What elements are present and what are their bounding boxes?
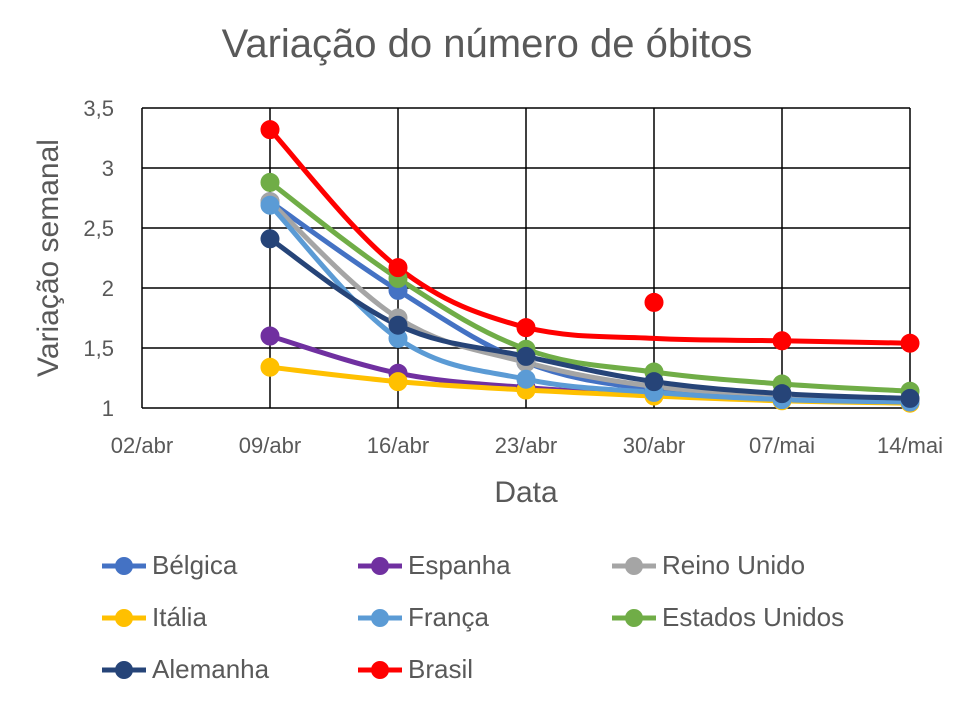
legend-item: Brasil <box>356 654 473 685</box>
data-point <box>900 333 920 353</box>
legend-item: Estados Unidos <box>610 602 844 633</box>
x-axis-label: Data <box>494 476 558 509</box>
data-point <box>260 357 280 377</box>
legend-label: Itália <box>152 602 207 632</box>
series-line <box>267 236 913 401</box>
legend-marker <box>371 556 389 575</box>
chart-title: Variação do número de óbitos <box>221 22 753 66</box>
data-point <box>516 346 536 366</box>
data-point <box>644 372 664 392</box>
data-point <box>260 172 280 192</box>
legend-swatch <box>102 608 146 627</box>
legend-marker <box>115 556 133 575</box>
y-tick-label: 3,5 <box>83 96 114 121</box>
data-point <box>260 229 280 249</box>
legend-label: Estados Unidos <box>662 602 845 632</box>
data-point <box>388 258 408 278</box>
legend-marker <box>625 556 643 575</box>
legend-label: Espanha <box>408 550 511 580</box>
legend-item: França <box>356 602 489 633</box>
y-tick-label: 2 <box>102 276 114 301</box>
series-points <box>260 120 920 413</box>
legend-swatch <box>612 556 656 575</box>
legend-swatch <box>358 556 402 575</box>
legend-label: Brasil <box>408 654 474 684</box>
legend-item: Bélgica <box>100 550 237 581</box>
data-point <box>260 120 280 140</box>
legend-marker <box>115 660 133 679</box>
legend-marker <box>115 608 133 627</box>
data-point <box>260 195 280 215</box>
legend-label: França <box>408 602 489 632</box>
y-axis-label: Variação semanal <box>32 139 65 377</box>
x-tick-label: 14/mai <box>877 433 943 458</box>
y-tick-label: 3 <box>102 156 114 181</box>
legend-label: Alemanha <box>152 654 270 684</box>
legend-swatch <box>358 660 402 679</box>
x-tick-label: 30/abr <box>623 433 685 458</box>
data-point <box>516 369 536 389</box>
series-line <box>267 179 913 394</box>
x-tick-label: 09/abr <box>239 433 301 458</box>
y-tick-label: 1 <box>102 396 114 421</box>
legend-label: Bélgica <box>152 550 238 580</box>
legend-swatch <box>358 608 402 627</box>
data-point <box>772 331 792 351</box>
x-tick-label: 16/abr <box>367 433 429 458</box>
y-tick-label: 2,5 <box>83 216 114 241</box>
data-point <box>900 388 920 408</box>
legend-marker <box>625 608 643 627</box>
x-tick-labels: 02/abr 09/abr 16/abr 23/abr 30/abr 07/mai 14/m… <box>111 433 943 458</box>
legend-marker <box>371 608 389 627</box>
legend-label: Reino Unido <box>662 550 806 580</box>
legend-swatch <box>102 556 146 575</box>
y-tick-label: 1,5 <box>83 336 114 361</box>
x-tick-label: 02/abr <box>111 433 173 458</box>
data-point <box>516 318 536 338</box>
legend-swatch <box>102 660 146 679</box>
x-tick-label: 07/mai <box>749 433 815 458</box>
y-tick-labels: 1 1,5 2 2,5 3 3,5 <box>83 96 114 421</box>
data-point <box>260 326 280 346</box>
line-chart: 1 1,5 2 2,5 3 3,5 02/abr 09/abr 16/abr 23/abr 30/… <box>32 96 943 509</box>
data-point <box>388 315 408 335</box>
series-line <box>267 127 913 346</box>
series-line <box>267 202 913 405</box>
legend-item: Itália <box>100 602 207 633</box>
legend-item: Alemanha <box>100 654 269 685</box>
x-tick-label: 23/abr <box>495 433 557 458</box>
legend-swatch <box>612 608 656 627</box>
legend-marker <box>371 660 389 679</box>
legend-item: Reino Unido <box>610 550 805 581</box>
data-point <box>772 384 792 404</box>
data-point <box>644 292 664 312</box>
series-lines <box>267 127 913 406</box>
data-point <box>388 372 408 392</box>
legend-item: Espanha <box>356 550 511 581</box>
